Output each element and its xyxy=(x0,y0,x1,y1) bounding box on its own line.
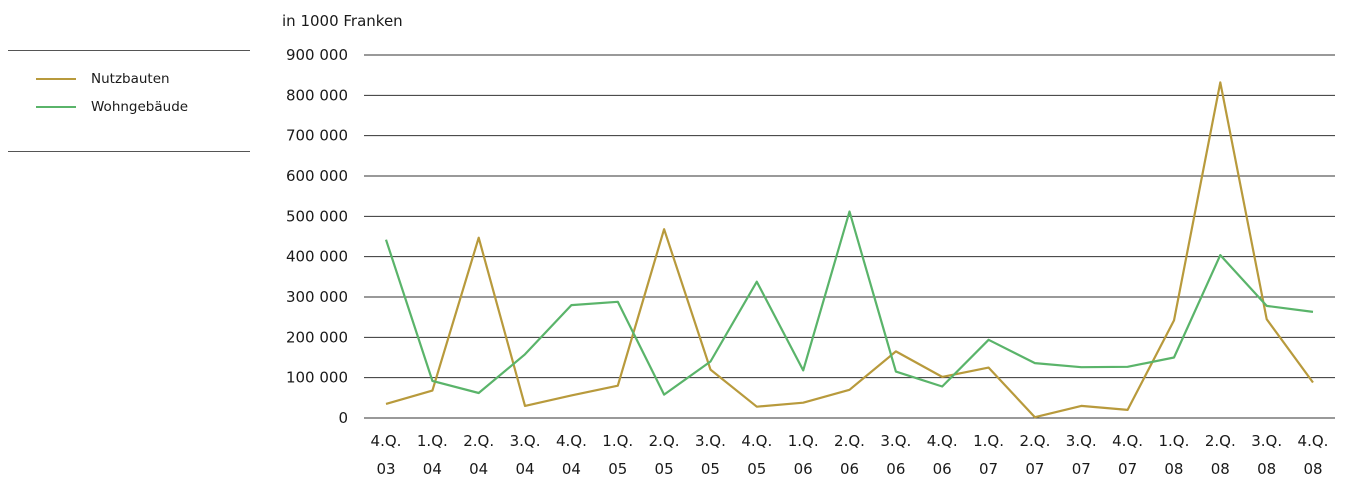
x-tick-label-year: 08 xyxy=(1257,460,1276,478)
x-tick-label-year: 03 xyxy=(376,460,395,478)
x-tick-label-quarter: 2.Q. xyxy=(1205,432,1236,450)
x-tick-label-quarter: 4.Q. xyxy=(1112,432,1143,450)
x-tick-label-quarter: 3.Q. xyxy=(880,432,911,450)
x-tick-label-quarter: 2.Q. xyxy=(463,432,494,450)
x-tick-label-year: 05 xyxy=(701,460,720,478)
x-tick-label-quarter: 2.Q. xyxy=(834,432,865,450)
x-tick-label-quarter: 2.Q. xyxy=(649,432,680,450)
legend: Nutzbauten Wohngebäude xyxy=(8,50,250,152)
x-tick-label-year: 06 xyxy=(794,460,813,478)
x-tick-label-quarter: 4.Q. xyxy=(371,432,402,450)
x-axis-ticks: 4.Q. 03 1.Q. 04 2.Q. 04 3.Q. 04 4.Q. 04 1.Q. 05 2.Q.… xyxy=(371,432,1329,478)
legend-item-nutzbauten[interactable]: Nutzbauten xyxy=(36,69,170,89)
y-tick-label: 0 xyxy=(338,409,348,427)
legend-swatch-wohngebaeude xyxy=(36,106,76,108)
unit-label: in 1000 Franken xyxy=(282,12,403,30)
x-tick-label-quarter: 4.Q. xyxy=(741,432,772,450)
x-tick-label-year: 05 xyxy=(655,460,674,478)
x-tick-label-year: 04 xyxy=(516,460,535,478)
x-tick-label-quarter: 3.Q. xyxy=(695,432,726,450)
x-tick-label-year: 08 xyxy=(1164,460,1183,478)
x-tick-label-year: 06 xyxy=(840,460,859,478)
y-tick-label: 700 000 xyxy=(286,127,348,145)
x-tick-label-quarter: 4.Q. xyxy=(927,432,958,450)
x-tick-label-year: 06 xyxy=(886,460,905,478)
series-lines xyxy=(384,81,1314,419)
legend-label-wohngebaeude: Wohngebäude xyxy=(91,99,189,115)
x-tick-label-year: 07 xyxy=(1025,460,1044,478)
x-tick-label-year: 08 xyxy=(1211,460,1230,478)
x-tick-label-quarter: 1.Q. xyxy=(1159,432,1190,450)
x-tick-label-quarter: 1.Q. xyxy=(788,432,819,450)
legend-swatch-nutzbauten xyxy=(36,78,76,80)
y-tick-label: 500 000 xyxy=(286,207,348,225)
x-tick-label-year: 07 xyxy=(1072,460,1091,478)
y-tick-label: 600 000 xyxy=(286,167,348,185)
y-tick-label: 900 000 xyxy=(286,46,348,64)
y-tick-label: 300 000 xyxy=(286,288,348,306)
y-tick-label: 400 000 xyxy=(286,248,348,266)
x-tick-label-quarter: 2.Q. xyxy=(1019,432,1050,450)
y-axis-ticks: 0 100 000 200 000 300 000 400 000 500 000 600 … xyxy=(286,46,348,427)
x-tick-label-year: 08 xyxy=(1303,460,1322,478)
x-tick-label-quarter: 1.Q. xyxy=(973,432,1004,450)
x-tick-label-year: 05 xyxy=(608,460,627,478)
x-tick-label-quarter: 1.Q. xyxy=(417,432,448,450)
y-tick-label: 100 000 xyxy=(286,369,348,387)
x-tick-label-year: 04 xyxy=(469,460,488,478)
x-tick-label-quarter: 1.Q. xyxy=(602,432,633,450)
x-tick-label-year: 04 xyxy=(423,460,442,478)
legend-item-wohngebaeude[interactable]: Wohngebäude xyxy=(36,97,188,117)
series-line-wohngebaeude xyxy=(384,210,1314,396)
x-tick-label-year: 06 xyxy=(933,460,952,478)
x-tick-label-year: 04 xyxy=(562,460,581,478)
x-tick-label-year: 07 xyxy=(979,460,998,478)
x-tick-label-quarter: 3.Q. xyxy=(1066,432,1097,450)
x-tick-label-year: 05 xyxy=(747,460,766,478)
x-tick-label-quarter: 4.Q. xyxy=(1298,432,1329,450)
x-tick-label-quarter: 3.Q. xyxy=(1251,432,1282,450)
x-tick-label-quarter: 3.Q. xyxy=(510,432,541,450)
x-tick-label-year: 07 xyxy=(1118,460,1137,478)
series-line-nutzbauten xyxy=(385,81,1314,419)
legend-label-nutzbauten: Nutzbauten xyxy=(91,71,170,87)
x-tick-label-quarter: 4.Q. xyxy=(556,432,587,450)
y-tick-label: 200 000 xyxy=(286,328,348,346)
y-tick-label: 800 000 xyxy=(286,86,348,104)
gridlines xyxy=(364,54,1335,419)
